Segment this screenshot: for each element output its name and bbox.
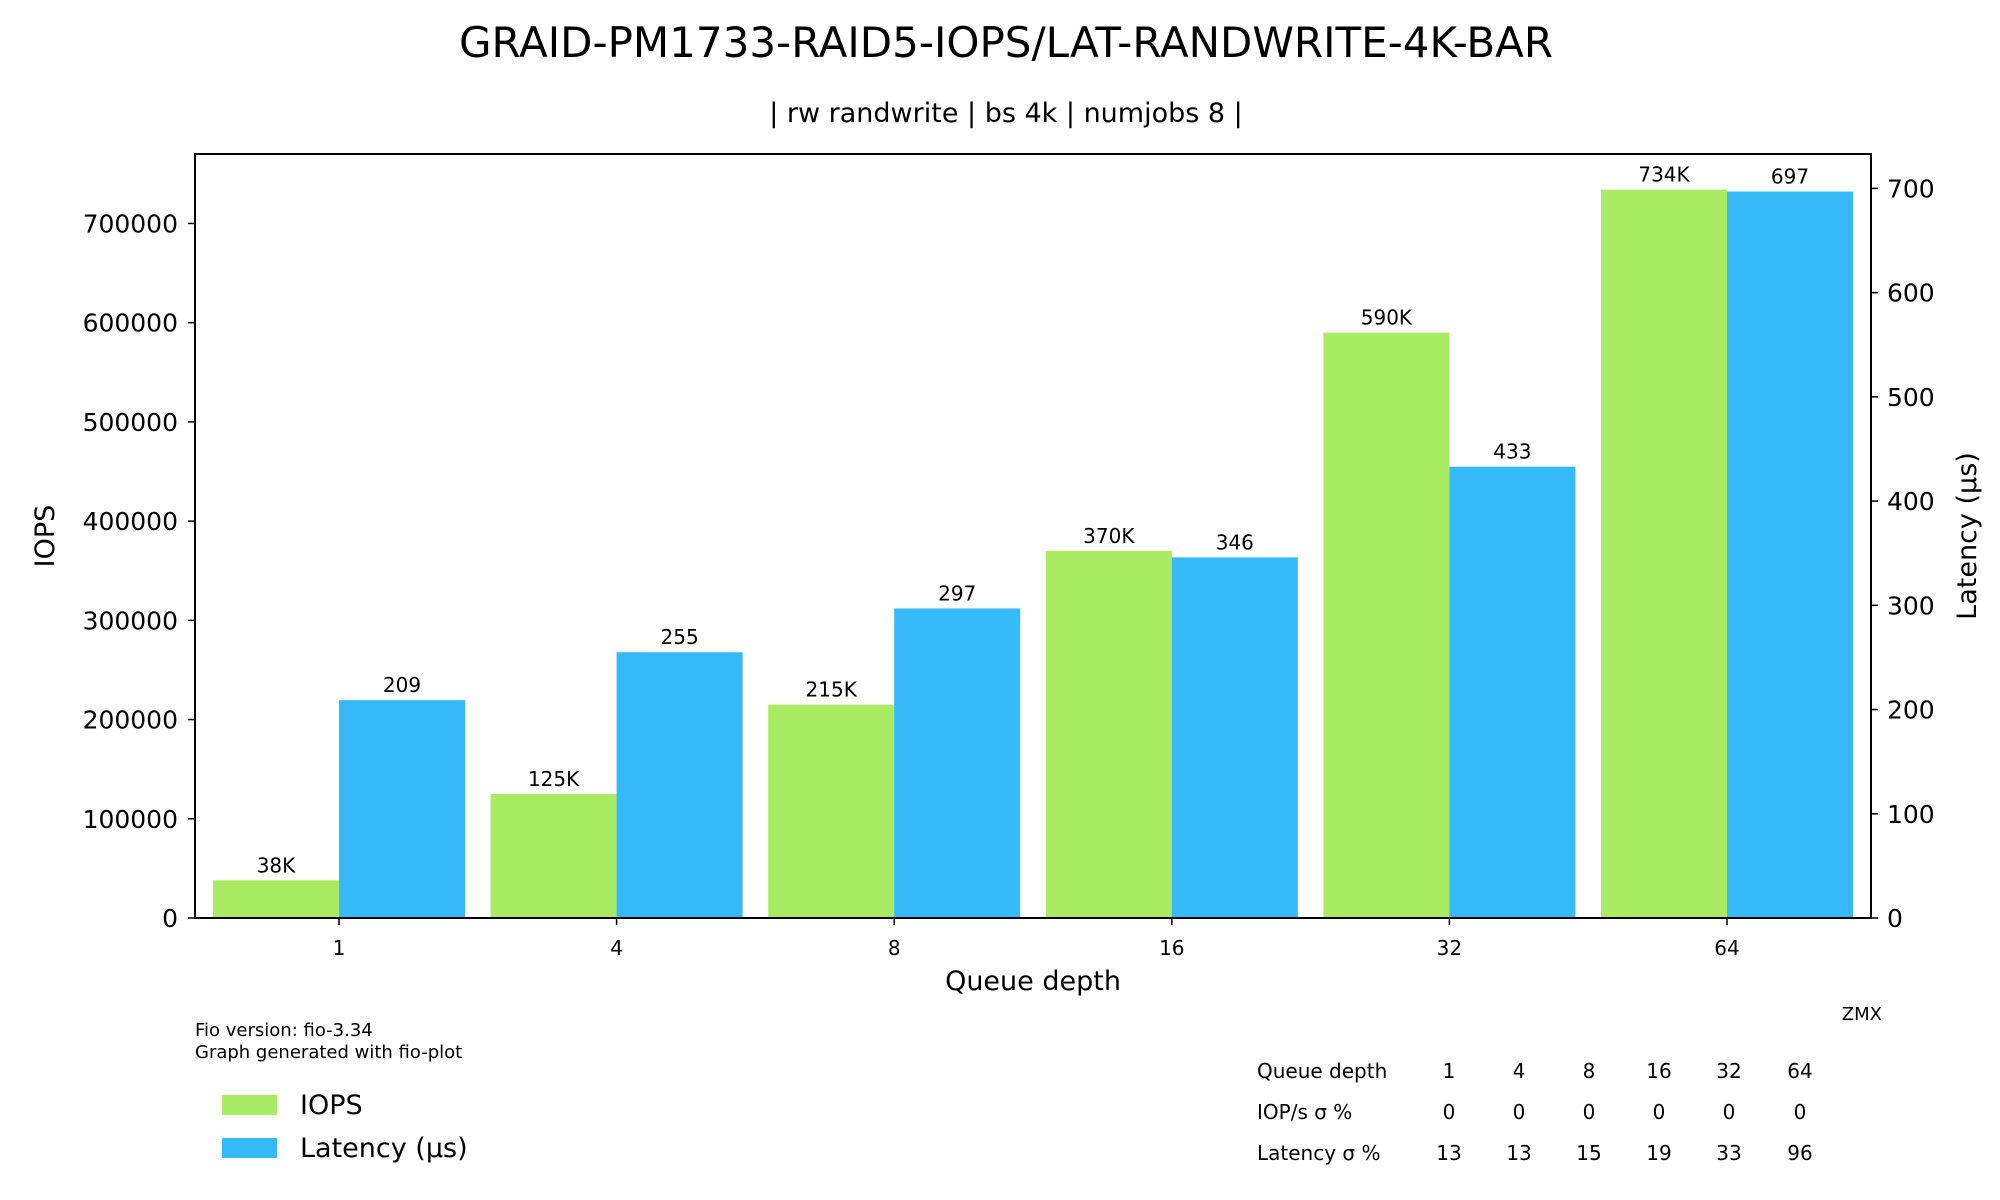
legend-label-iops: IOPS: [300, 1090, 363, 1121]
bar-label-latency-qd-4: 255: [661, 625, 699, 649]
bar-iops-qd-8: [768, 704, 895, 918]
stats-table: Queue depth 1 4 8 16 32 64 IOP/s σ % 0 0 0 0 0 0 Laten…: [1257, 1059, 1813, 1165]
y2-tick-label-200: 200: [1887, 696, 1935, 725]
x-tick-label-16: 16: [1159, 936, 1184, 960]
bar-label-iops-qd-1: 38K: [257, 853, 296, 877]
legend-label-latency: Latency (µs): [300, 1133, 468, 1164]
right-axis-ticks: 0 100 200 300 400 500 600 700: [1871, 174, 1935, 933]
footnote-generator: Graph generated with fio-plot: [195, 1042, 462, 1063]
table-cell-latency-sigma-1: 13: [1436, 1141, 1461, 1165]
table-cell-queue-depth-1: 1: [1443, 1059, 1456, 1083]
bar-label-iops-qd-4: 125K: [528, 767, 580, 791]
x-tick-label-32: 32: [1437, 936, 1462, 960]
y-tick-label-100000: 100000: [83, 805, 178, 834]
y-tick-label-700000: 700000: [83, 209, 178, 238]
bar-label-iops-qd-16: 370K: [1083, 524, 1135, 548]
bar-label-iops-qd-32: 590K: [1361, 306, 1413, 330]
legend-swatch-latency: [222, 1138, 277, 1158]
table-cell-queue-depth-0: Queue depth: [1257, 1059, 1387, 1083]
x-axis-ticks: 1 4 8 16 32 64: [333, 918, 1740, 960]
bar-iops-qd-16: [1045, 550, 1172, 918]
table-cell-latency-sigma-4: 19: [1646, 1141, 1671, 1165]
y2-axis-label: Latency (µs): [1952, 452, 1983, 620]
y2-tick-label-100: 100: [1887, 800, 1935, 829]
table-cell-queue-depth-3: 8: [1583, 1059, 1596, 1083]
bar-latency-qd-1: [339, 700, 465, 918]
table-cell-queue-depth-6: 64: [1787, 1059, 1812, 1083]
x-axis-label: Queue depth: [945, 966, 1121, 997]
y2-tick-label-400: 400: [1887, 487, 1935, 516]
y-tick-label-200000: 200000: [83, 706, 178, 735]
y-tick-label-500000: 500000: [83, 408, 178, 437]
table-cell-iops-sigma-2: 0: [1513, 1100, 1526, 1124]
bar-label-latency-qd-1: 209: [383, 673, 421, 697]
table-cell-iops-sigma-6: 0: [1794, 1100, 1807, 1124]
chart-title: GRAID-PM1733-RAID5-IOPS/LAT-RANDWRITE-4K…: [459, 18, 1553, 67]
left-axis-ticks: 0 100000 200000 300000 400000 500000 600000 700…: [83, 209, 195, 933]
bar-label-latency-qd-8: 297: [938, 581, 976, 605]
y2-tick-label-500: 500: [1887, 383, 1935, 412]
footnote-fio-version: Fio version: fio-3.34: [195, 1020, 373, 1041]
legend-swatch-iops: [222, 1095, 277, 1115]
table-cell-queue-depth-5: 32: [1716, 1059, 1741, 1083]
y2-tick-label-600: 600: [1887, 279, 1935, 308]
bar-latency-qd-16: [1171, 557, 1298, 918]
bar-iops-qd-1: [213, 880, 339, 918]
y2-tick-label-300: 300: [1887, 591, 1935, 620]
corner-annotation: ZMX: [1842, 1004, 1882, 1025]
bar-label-latency-qd-16: 346: [1216, 530, 1254, 554]
legend: IOPS Latency (µs): [222, 1090, 468, 1164]
table-cell-iops-sigma-1: 0: [1443, 1100, 1456, 1124]
table-cell-iops-sigma-3: 0: [1583, 1100, 1596, 1124]
bar-iops-qd-4: [490, 793, 617, 918]
table-cell-queue-depth-4: 16: [1646, 1059, 1671, 1083]
bar-latency-qd-4: [616, 652, 743, 918]
x-tick-label-1: 1: [333, 936, 346, 960]
y-tick-label-300000: 300000: [83, 606, 178, 635]
x-tick-label-4: 4: [610, 936, 623, 960]
chart-subtitle: | rw randwrite | bs 4k | numjobs 8 |: [769, 98, 1243, 129]
bar-label-iops-qd-64: 734K: [1638, 163, 1690, 187]
bar-labels-group: 38K 209 125K 255 215K 297 370K 346 590K 433 734K 69…: [257, 163, 1809, 878]
y-tick-label-600000: 600000: [83, 309, 178, 338]
bar-latency-qd-32: [1449, 466, 1576, 918]
table-cell-queue-depth-2: 4: [1513, 1059, 1526, 1083]
bar-latency-qd-64: [1727, 191, 1853, 918]
table-cell-latency-sigma-5: 33: [1716, 1141, 1741, 1165]
bar-iops-qd-32: [1323, 332, 1450, 918]
plot-frame: [194, 153, 1872, 919]
y-tick-label-0: 0: [162, 904, 178, 933]
table-cell-iops-sigma-0: IOP/s σ %: [1257, 1100, 1352, 1124]
bar-label-latency-qd-64: 697: [1771, 165, 1809, 189]
table-cell-latency-sigma-3: 15: [1576, 1141, 1601, 1165]
y2-tick-label-0: 0: [1887, 904, 1903, 933]
x-tick-label-8: 8: [888, 936, 901, 960]
table-cell-iops-sigma-5: 0: [1723, 1100, 1736, 1124]
bar-label-iops-qd-8: 215K: [806, 678, 858, 702]
bars-group: [213, 189, 1853, 918]
y-axis-label: IOPS: [30, 505, 61, 568]
table-cell-latency-sigma-0: Latency σ %: [1257, 1141, 1380, 1165]
bar-label-latency-qd-32: 433: [1493, 440, 1531, 464]
x-tick-label-64: 64: [1714, 936, 1739, 960]
y-tick-label-400000: 400000: [83, 507, 178, 536]
bar-latency-qd-8: [894, 608, 1021, 918]
y2-tick-label-700: 700: [1887, 174, 1935, 203]
table-cell-latency-sigma-6: 96: [1787, 1141, 1812, 1165]
table-cell-latency-sigma-2: 13: [1506, 1141, 1531, 1165]
table-cell-iops-sigma-4: 0: [1653, 1100, 1666, 1124]
bar-iops-qd-64: [1601, 189, 1727, 918]
